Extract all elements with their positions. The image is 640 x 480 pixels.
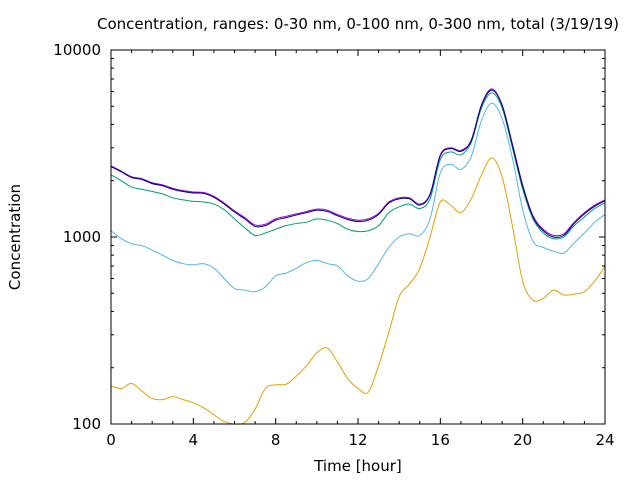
x-axis-label: Time [hour] [313, 457, 402, 475]
series-line-1 [110, 102, 606, 293]
y-tick-label: 1000 [63, 228, 101, 246]
x-tick-label: 0 [106, 431, 116, 449]
y-axis-label: Concentration [6, 184, 24, 290]
series-line-2 [110, 92, 606, 240]
x-tick-label: 4 [189, 431, 199, 449]
series-line-0 [110, 157, 606, 425]
y-tick-label: 100 [72, 415, 101, 433]
y-tick-label: 10000 [53, 41, 101, 59]
x-tick-label: 12 [348, 431, 367, 449]
x-tick-label: 24 [595, 431, 614, 449]
chart-title: Concentration, ranges: 0-30 nm, 0-100 nm… [97, 15, 619, 33]
series-line-4 [110, 89, 606, 238]
x-tick-label: 16 [431, 431, 450, 449]
x-tick-label: 8 [271, 431, 281, 449]
series-layer [110, 88, 606, 425]
x-tick-label: 20 [513, 431, 532, 449]
tick-layer: 0 4 8 12 16 20 24 100 1000 10000 [53, 41, 614, 449]
